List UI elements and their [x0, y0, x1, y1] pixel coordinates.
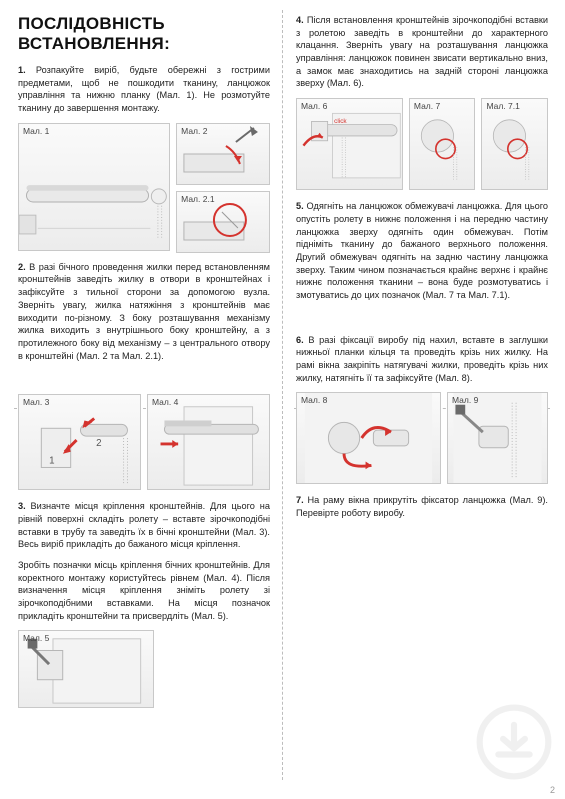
step-1-num: 1. — [18, 65, 26, 75]
step-6: 6. В разі фіксації виробу під нахил, вст… — [296, 334, 548, 385]
step-4-num: 4. — [296, 15, 304, 25]
fig-row-4: Мал. 6 click Мал. 7 — [296, 98, 548, 190]
fig-7-1: Мал. 7.1 — [481, 98, 548, 190]
fig-1-label: Мал. 1 — [23, 126, 49, 136]
fig-7: Мал. 7 — [409, 98, 476, 190]
page-number: 2 — [550, 785, 555, 795]
step-1: 1. Розпакуйте виріб, будьте обережні з г… — [18, 64, 270, 115]
fig-4-label: Мал. 4 — [152, 397, 178, 407]
fig-8-label: Мал. 8 — [301, 395, 327, 405]
fig-row-3: Мал. 5 — [18, 630, 270, 708]
svg-text:1: 1 — [49, 456, 54, 467]
step-4: 4. Після встановлення кронштейнів зірочк… — [296, 14, 548, 90]
step-3-num: 3. — [18, 501, 26, 511]
step-7-num: 7. — [296, 495, 304, 505]
step-6-text: В разі фіксації виробу під нахил, вставт… — [296, 335, 548, 383]
fig-1: Мал. 1 — [18, 123, 170, 251]
fig-row-5: Мал. 8 Мал. 9 — [296, 392, 548, 484]
step-3a: 3. Визначте місця кріплення кронштейнів.… — [18, 500, 270, 551]
step-7: 7. На раму вікна прикрутіть фіксатор лан… — [296, 494, 548, 519]
fig-5-label: Мал. 5 — [23, 633, 49, 643]
step-3a-text: Визначте місця кріплення кронштейнів. Дл… — [18, 501, 270, 549]
fig-row-1: Мал. 1 Мал. 2 — [18, 123, 270, 251]
fig-6-label: Мал. 6 — [301, 101, 327, 111]
step-5: 5. Одягніть на ланцюжок обмежувачі ланцю… — [296, 200, 548, 302]
fig-9: Мал. 9 — [447, 392, 548, 484]
step-5-num: 5. — [296, 201, 304, 211]
fig-2-label: Мал. 2 — [181, 126, 207, 136]
page-title: ПОСЛІДОВНІСТЬ ВСТАНОВЛЕННЯ: — [18, 14, 270, 54]
click-label: click — [334, 118, 347, 125]
vertical-divider — [282, 10, 283, 780]
step-2-text: В разі бічного проведення жилки перед вс… — [18, 262, 270, 361]
step-4-text: Після встановлення кронштейнів зірочкопо… — [296, 15, 548, 88]
right-column: 4. Після встановлення кронштейнів зірочк… — [296, 14, 548, 528]
fig-5: Мал. 5 — [18, 630, 154, 708]
step-7-text: На раму вікна прикрутіть фіксатор ланцюж… — [296, 495, 548, 518]
svg-text:2: 2 — [96, 438, 101, 449]
step-3b: Зробіть позначки місць кріплення бічних … — [18, 559, 270, 622]
step-6-num: 6. — [296, 335, 304, 345]
fig-6: Мал. 6 click — [296, 98, 403, 190]
watermark-icon — [475, 703, 553, 781]
left-column: ПОСЛІДОВНІСТЬ ВСТАНОВЛЕННЯ: 1. Розпакуйт… — [18, 14, 270, 718]
step-2-num: 2. — [18, 262, 26, 272]
step-3b-text: Зробіть позначки місць кріплення бічних … — [18, 560, 270, 621]
fig-2-1-label: Мал. 2.1 — [181, 194, 214, 204]
step-5-text: Одягніть на ланцюжок обмежувачі ланцюжка… — [296, 201, 548, 300]
step-1-text: Розпакуйте виріб, будьте обережні з гост… — [18, 65, 270, 113]
fig-7-label: Мал. 7 — [414, 101, 440, 111]
fig-4: Мал. 4 — [147, 394, 270, 490]
step-2: 2. В разі бічного проведення жилки перед… — [18, 261, 270, 363]
fig-2-1: Мал. 2.1 — [176, 191, 270, 253]
fig-row-2: Мал. 3 1 2 Мал. 4 — [18, 394, 270, 490]
fig-9-label: Мал. 9 — [452, 395, 478, 405]
fig-7-1-label: Мал. 7.1 — [486, 101, 519, 111]
fig-8: Мал. 8 — [296, 392, 441, 484]
fig-3-label: Мал. 3 — [23, 397, 49, 407]
fig-3: Мал. 3 1 2 — [18, 394, 141, 490]
fig-2: Мал. 2 — [176, 123, 270, 185]
